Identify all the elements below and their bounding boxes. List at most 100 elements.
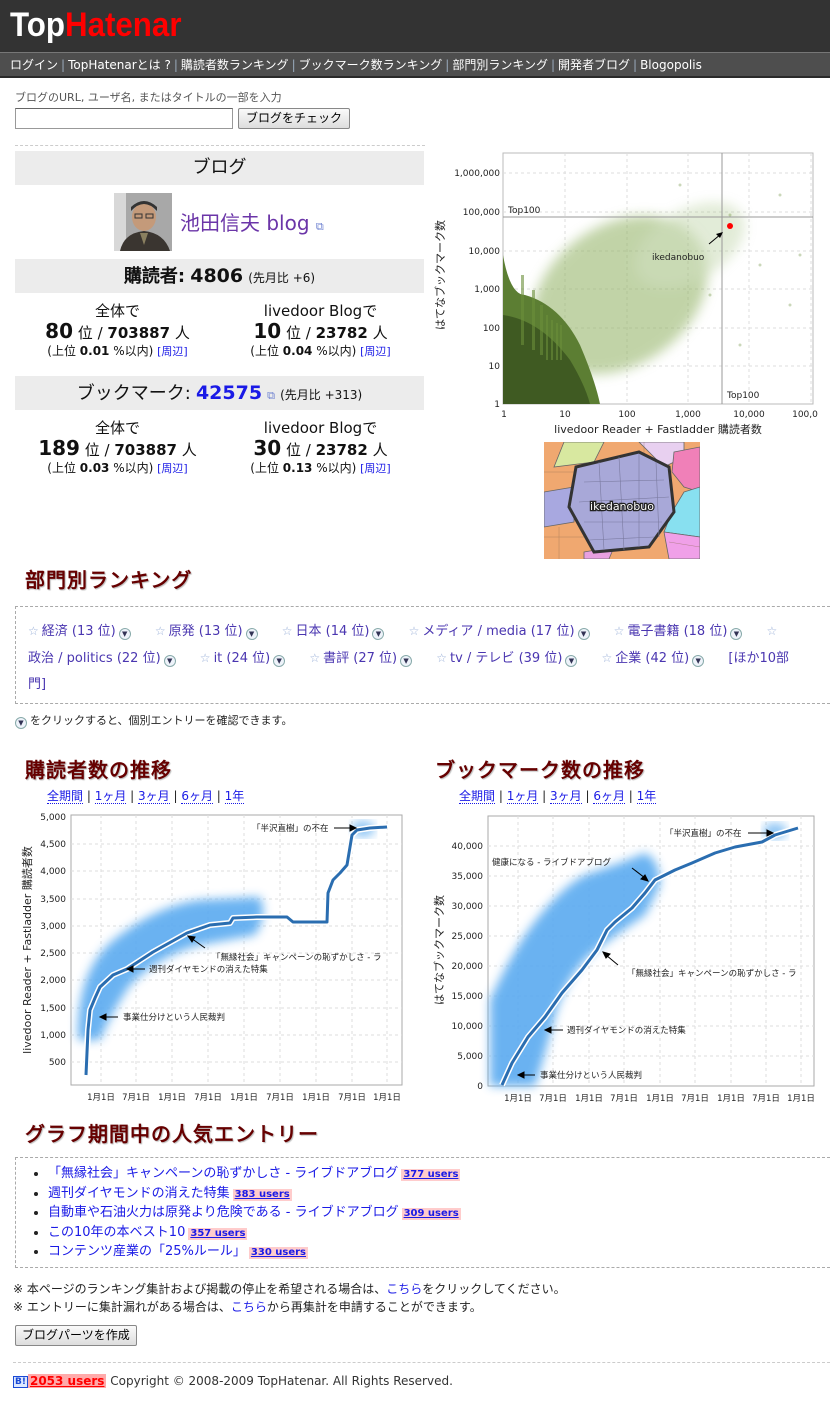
bookmark-users-badge[interactable]: 330 users [248,1247,308,1259]
bookmark-service-stats: livedoor Blogで 30 位 / 23782 人 (上位 0.13 %… [250,419,391,475]
note-recount: ※ エントリーに集計漏れがある場合は、こちらから再集計を申請することができます。 [13,1300,482,1314]
category-item[interactable]: ☆ tv / テレビ (39 位) ▼ [436,651,578,667]
entry-link[interactable]: 自動車や石油火力は原発より危険である - ライブドアブログ [48,1205,399,1220]
dropdown-circle-icon[interactable]: ▼ [273,655,286,667]
bookmark-users-badge[interactable]: 309 users [401,1208,461,1220]
svg-text:1,000: 1,000 [40,1031,66,1041]
dropdown-circle-icon[interactable]: ▼ [245,628,258,640]
period-6m[interactable]: 6ヶ月 [593,789,625,804]
category-item[interactable]: 政治 / politics (22 位) ▼ [28,651,176,667]
bookmark-trend-title: ブックマーク数の推移 [435,758,645,782]
nearby-link[interactable]: [周辺] [157,462,188,475]
nearby-link[interactable]: [周辺] [157,345,188,358]
blogopolis-map[interactable]: ikedanobuo [544,442,700,559]
star-icon: ☆ [309,651,321,665]
category-item[interactable]: ☆ 書評 (27 位) ▼ [309,651,413,667]
category-item[interactable]: ☆ 原発 (13 位) ▼ [155,624,258,640]
dropdown-circle-icon[interactable]: ▼ [692,655,705,667]
svg-text:7月1日: 7月1日 [266,1093,294,1103]
recount-link[interactable]: こちら [230,1300,267,1314]
svg-text:7月1日: 7月1日 [122,1093,150,1103]
dropdown-circle-icon[interactable]: ▼ [163,655,176,667]
scatter-plot[interactable]: Top100 Top100 ikedanobuo 1,000,000 100,0… [430,145,830,440]
svg-text:0: 0 [477,1082,483,1092]
dropdown-circle-icon[interactable]: ▼ [400,655,413,667]
category-item[interactable]: ☆ 電子書籍 (18 位) ▼ [614,624,743,640]
svg-text:2,500: 2,500 [40,949,66,959]
highlight-point[interactable] [727,223,733,229]
subscriber-service-stats: livedoor Blogで 10 位 / 23782 人 (上位 0.04 %… [250,302,391,358]
search-input[interactable] [15,108,233,129]
subscriber-trend-chart[interactable]: 「半沢直樹」の不在 「無縁社会」キャンペーンの恥ずかしさ - ラ 週刊ダイヤモン… [0,805,415,1105]
category-item[interactable]: ☆ it (24 位) ▼ [199,651,286,667]
svg-text:25,000: 25,000 [452,932,484,942]
dropdown-circle-icon[interactable]: ▼ [565,655,578,667]
svg-text:「半沢直樹」の不在: 「半沢直樹」の不在 [252,823,329,834]
svg-text:1月1日: 1月1日 [575,1094,603,1104]
entry-link[interactable]: 「無縁社会」キャンペーンの恥ずかしさ - ライブドアブログ [48,1166,399,1181]
category-ranking-title: 部門別ランキング [25,568,193,592]
period-1y[interactable]: 1年 [224,789,245,804]
svg-text:30,000: 30,000 [452,902,484,912]
stop-ranking-link[interactable]: こちら [386,1282,423,1296]
period-all[interactable]: 全期間 [47,789,84,804]
nav-category-ranking[interactable]: 部門別ランキング [452,58,548,72]
star-icon: ☆ [601,651,613,665]
more-categories-link-cont[interactable]: 門] [28,677,47,692]
category-item[interactable]: ☆ 企業 (42 位) ▼ [601,651,705,667]
entry-link[interactable]: 週刊ダイヤモンドの消えた特集 [48,1185,230,1201]
bookmark-trend-chart[interactable]: 「半沢直樹」の不在 健康になる - ライブドアブログ 「無縁社会」キャンペーンの… [415,805,830,1105]
period-3m[interactable]: 3ヶ月 [550,789,582,804]
dropdown-circle-icon[interactable]: ▼ [730,628,743,640]
nav-subscriber-ranking[interactable]: 購読者数ランキング [180,58,289,72]
category-item[interactable]: ☆ メディア / media (17 位) ▼ [409,624,590,640]
hatena-bookmark-icon[interactable]: B! [13,1376,28,1388]
period-3m[interactable]: 3ヶ月 [138,789,170,804]
entry-link[interactable]: この10年の本ベスト10 [48,1224,186,1240]
svg-text:1,000: 1,000 [474,285,500,295]
bookmark-users-badge[interactable]: 383 users [232,1188,292,1201]
nav-dev-blog[interactable]: 開発者ブログ [558,58,631,72]
period-all[interactable]: 全期間 [459,789,496,804]
nav-blogopolis[interactable]: Blogopolis [640,58,702,72]
svg-text:100: 100 [618,410,635,420]
bookmark-users-badge[interactable]: 357 users [188,1227,248,1240]
entry-link[interactable]: コンテンツ産業の「25%ルール」 [48,1244,246,1259]
category-item[interactable]: ☆ 日本 (14 位) ▼ [282,624,385,640]
period-1y[interactable]: 1年 [636,789,657,804]
top100-label: Top100 [507,206,541,216]
person-photo-icon [114,193,172,251]
period-6m[interactable]: 6ヶ月 [181,789,213,804]
note-stop-ranking: ※ 本ページのランキング集計および掲載の停止を希望される場合は、こちらをクリック… [13,1282,566,1296]
svg-text:1月1日: 1月1日 [302,1093,330,1103]
nearby-link[interactable]: [周辺] [360,462,391,475]
svg-text:1月1日: 1月1日 [504,1094,532,1104]
svg-text:「無縁社会」キャンペーンの恥ずかしさ - ラ: 「無縁社会」キャンペーンの恥ずかしさ - ラ [627,968,797,979]
nav-login[interactable]: ログイン [10,58,59,72]
category-item[interactable]: ☆ 経済 (13 位) ▼ [28,624,131,640]
bookmark-count-link[interactable]: 42575 [195,382,263,404]
svg-text:1月1日: 1月1日 [87,1093,115,1103]
bookmark-users-badge[interactable]: 377 users [401,1169,461,1181]
svg-text:1月1日: 1月1日 [373,1093,401,1103]
blog-avatar[interactable] [114,193,172,251]
check-blog-button[interactable]: ブログをチェック [238,108,351,129]
site-bookmark-users-badge[interactable]: 2053 users [27,1374,107,1388]
category-ranking-box: ☆ 経済 (13 位) ▼ ☆ 原発 (13 位) ▼ ☆ 日本 (14 位) ▼ ☆ メディ… [15,606,830,704]
period-1m[interactable]: 1ヶ月 [506,789,539,804]
blog-title-link[interactable]: 池田信夫 blog ⧉ [180,211,324,235]
nav-about[interactable]: TopHatenarとは ? [68,58,171,72]
nav-bookmark-ranking[interactable]: ブックマーク数ランキング [298,58,443,72]
subscriber-overall-stats: 全体で 80 位 / 703887 人 (上位 0.01 %以内) [周辺] [45,302,190,358]
svg-text:1,000: 1,000 [675,410,701,420]
period-1m[interactable]: 1ヶ月 [94,789,127,804]
dropdown-circle-icon[interactable]: ▼ [118,628,131,640]
nearby-link[interactable]: [周辺] [360,345,391,358]
star-icon: ☆ [199,651,211,665]
svg-text:1月1日: 1月1日 [646,1094,674,1104]
site-logo[interactable]: TopHatenar [10,6,182,44]
dropdown-circle-icon[interactable]: ▼ [372,628,385,640]
create-blog-parts-button[interactable]: ブログパーツを作成 [15,1325,137,1346]
dropdown-circle-icon[interactable]: ▼ [577,628,590,640]
more-categories-link[interactable]: [ほか10部 [728,651,790,666]
